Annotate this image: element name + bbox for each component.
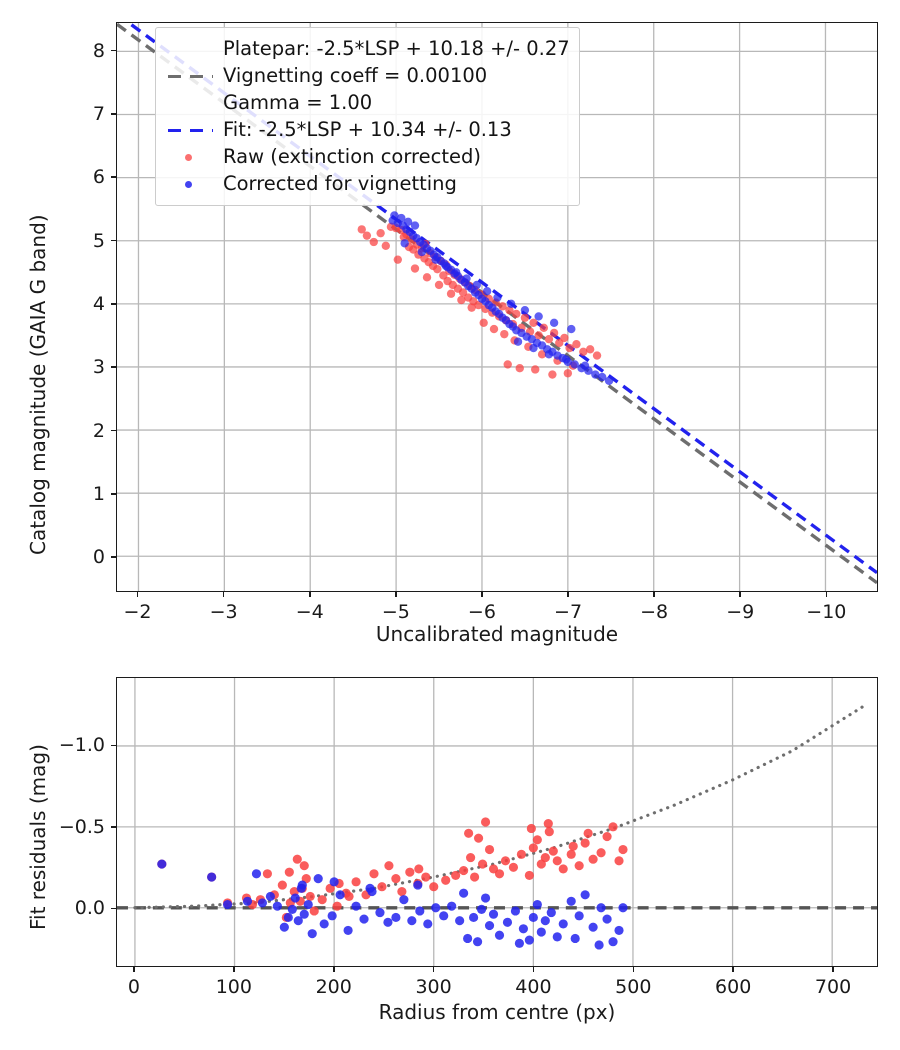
- blue-dashed-line-icon: [168, 128, 213, 132]
- legend-item-corrected: Corrected for vignetting: [167, 170, 568, 197]
- xtick-mark: [732, 967, 734, 972]
- xtick-mark: [532, 967, 535, 972]
- legend-item-vignetting-coeff: Vignetting coeff = 0.00100: [167, 62, 568, 89]
- ytick-label: 6: [92, 166, 105, 189]
- legend-key-blue-dot: [167, 174, 214, 194]
- top-x-axis-title: Uncalibrated magnitude: [375, 622, 619, 646]
- ytick-mark: [111, 49, 116, 52]
- ytick-label: 8: [92, 39, 105, 62]
- ytick-mark: [111, 907, 116, 910]
- legend-label-platepar: Platepar: -2.5*LSP + 10.18 +/- 0.27: [223, 37, 570, 60]
- gray-dashed-line-icon: [168, 74, 213, 78]
- red-marker-icon: [185, 153, 192, 161]
- legend-key-red-dot: [167, 147, 214, 167]
- xtick-mark: [832, 967, 834, 972]
- xtick-label: 600: [715, 976, 752, 998]
- legend-label-gamma: Gamma = 1.00: [223, 91, 373, 114]
- legend-item-platepar: Platepar: -2.5*LSP + 10.18 +/- 0.27: [167, 35, 570, 62]
- xtick-label: −10: [806, 601, 847, 623]
- xtick-mark: [136, 592, 139, 597]
- ytick-mark: [111, 176, 116, 178]
- ytick-label: 3: [92, 356, 105, 379]
- ytick-label: −1.0: [58, 734, 105, 757]
- legend-label-vignetting-coeff: Vignetting coeff = 0.00100: [223, 64, 488, 87]
- xtick-label: −3: [209, 601, 238, 623]
- legend-key-gray-dashed: [167, 66, 214, 86]
- xtick-label: 100: [215, 976, 252, 998]
- xtick-mark: [481, 592, 483, 597]
- plot-legend: Platepar: -2.5*LSP + 10.18 +/- 0.27 Vign…: [155, 27, 580, 206]
- xtick-mark: [567, 592, 569, 597]
- xtick-label: 400: [515, 976, 552, 998]
- xtick-label: −4: [295, 601, 324, 623]
- ytick-mark: [111, 113, 116, 115]
- xtick-label: 700: [814, 976, 852, 998]
- xtick-label: −8: [640, 601, 669, 623]
- ytick-label: 1: [92, 482, 105, 505]
- ytick-label: 0.0: [74, 897, 105, 920]
- legend-key-blue-dashed: [167, 120, 214, 140]
- xtick-label: −5: [381, 601, 410, 623]
- legend-label-corrected: Corrected for vignetting: [223, 172, 457, 195]
- xtick-mark: [308, 592, 311, 597]
- legend-label-raw: Raw (extinction corrected): [223, 145, 481, 168]
- xtick-label: 300: [415, 976, 452, 998]
- xtick-mark: [739, 592, 742, 597]
- legend-item-gamma: Gamma = 1.00: [167, 89, 568, 116]
- xtick-label: 500: [615, 976, 652, 998]
- ytick-mark: [111, 556, 116, 558]
- legend-item-fit: Fit: -2.5*LSP + 10.34 +/- 0.13: [167, 116, 568, 143]
- fit-residuals-plot: [116, 677, 878, 967]
- xtick-mark: [222, 592, 225, 597]
- xtick-mark: [395, 592, 397, 597]
- ytick-mark: [111, 239, 116, 242]
- xtick-label: −9: [726, 601, 755, 623]
- xtick-label: −7: [554, 601, 583, 623]
- bottom-x-axis-title: Radius from centre (px): [378, 1000, 616, 1024]
- ytick-mark: [111, 366, 116, 368]
- ytick-mark: [111, 744, 116, 747]
- blue-marker-icon: [185, 180, 192, 188]
- legend-item-raw: Raw (extinction corrected): [167, 143, 568, 170]
- xtick-label: −6: [467, 601, 496, 623]
- photometry-plot-canvas: [117, 23, 877, 591]
- ytick-mark: [111, 826, 116, 828]
- ytick-label: −0.5: [58, 815, 105, 838]
- legend-key-none-2: [167, 93, 214, 113]
- legend-label-fit: Fit: -2.5*LSP + 10.34 +/- 0.13: [223, 118, 512, 141]
- ytick-mark: [111, 303, 116, 305]
- ytick-label: 5: [92, 229, 105, 252]
- xtick-mark: [233, 967, 235, 972]
- residuals-plot-canvas: [117, 678, 877, 966]
- xtick-mark: [632, 967, 635, 972]
- ytick-mark: [111, 493, 116, 495]
- xtick-mark: [825, 592, 828, 597]
- xtick-mark: [332, 967, 335, 972]
- ytick-label: 0: [92, 546, 105, 569]
- xtick-label: 0: [127, 976, 141, 998]
- xtick-mark: [432, 967, 435, 972]
- ytick-label: 2: [92, 419, 105, 442]
- ytick-label: 7: [92, 102, 105, 125]
- xtick-mark: [653, 592, 655, 597]
- xtick-mark: [133, 967, 135, 972]
- xtick-label: 200: [315, 976, 352, 998]
- ytick-mark: [111, 429, 116, 432]
- ytick-label: 4: [92, 292, 105, 315]
- legend-key-none: [167, 39, 214, 59]
- xtick-label: −2: [123, 601, 152, 623]
